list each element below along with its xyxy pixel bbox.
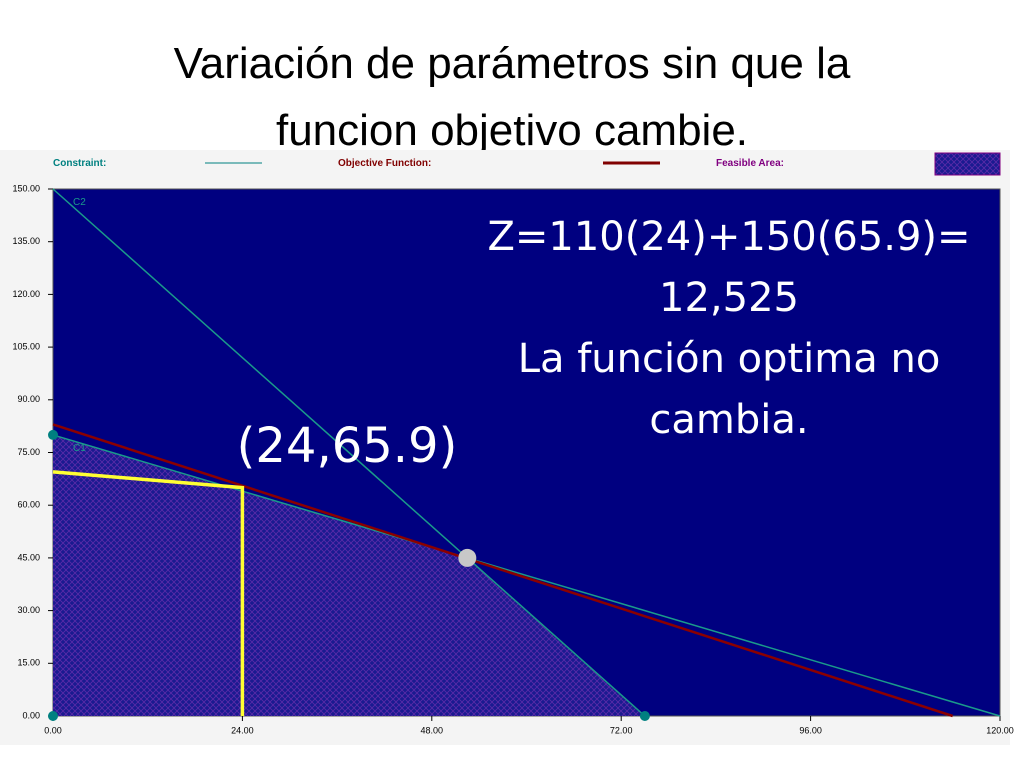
result-note: Z=110(24)+150(65.9)= [487,214,970,260]
slide-title: funcion objetivo cambie. [276,106,748,155]
y-tick-label: 120.00 [12,289,40,299]
constraint-label: C1 [73,443,86,454]
series-line [52,423,954,718]
y-tick-label: 15.00 [17,658,40,668]
y-tick-label: 105.00 [12,341,40,351]
vertex-point [639,711,650,721]
legend-label: Objective Function: [338,158,431,169]
result-note: La función optima no [518,336,941,382]
y-tick-label: 45.00 [17,552,40,562]
x-tick-label: 120.00 [986,725,1014,735]
slide-title: Variación de parámetros sin que la [174,39,851,88]
y-tick-label: 135.00 [12,236,40,246]
y-tick-label: 150.00 [12,183,40,193]
series-line [52,188,646,717]
point-annotation: (24,65.9) [237,418,458,474]
x-tick-label: 48.00 [421,725,444,735]
y-tick-label: 90.00 [17,394,40,404]
result-note: cambia. [649,397,808,443]
y-tick-label: 0.00 [22,710,40,720]
legend-label: Constraint: [53,158,106,169]
x-tick-label: 24.00 [231,725,254,735]
vertex-point [458,548,477,567]
feasible-area [53,434,645,716]
legend-label: Feasible Area: [716,158,784,169]
y-tick-label: 60.00 [17,500,40,510]
vertex-point [48,711,58,721]
y-tick-label: 75.00 [17,447,40,457]
vertex-point [48,429,58,440]
x-tick-label: 0.00 [44,725,62,735]
constraint-label: C2 [73,197,86,208]
legend-swatch [934,152,1001,176]
series-line [52,470,245,716]
x-tick-label: 72.00 [610,725,633,735]
x-tick-label: 96.00 [799,725,822,735]
result-note: 12,525 [659,275,799,321]
y-tick-label: 30.00 [17,605,40,615]
series-line [52,434,1001,717]
